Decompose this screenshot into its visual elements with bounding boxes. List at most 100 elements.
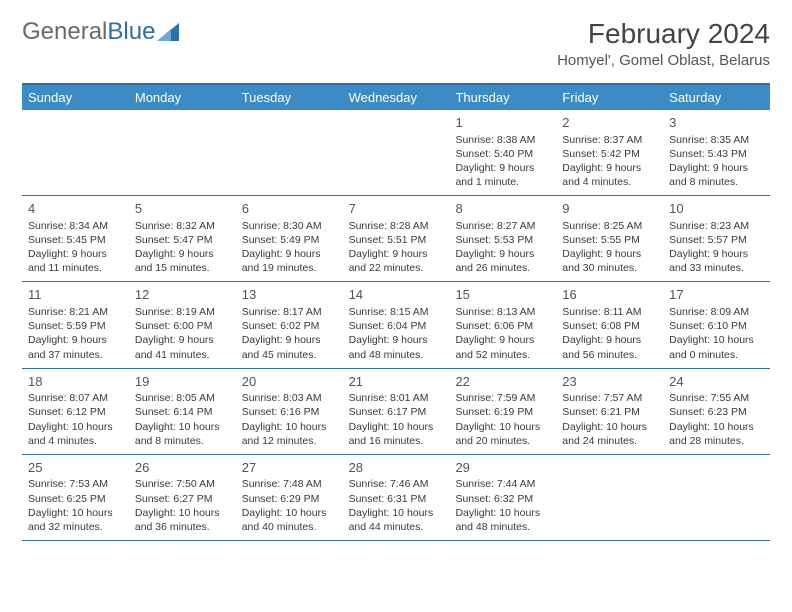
calendar-week: 25Sunrise: 7:53 AMSunset: 6:25 PMDayligh… [22, 455, 770, 541]
calendar-week: 4Sunrise: 8:34 AMSunset: 5:45 PMDaylight… [22, 196, 770, 282]
calendar-cell: 17Sunrise: 8:09 AMSunset: 6:10 PMDayligh… [663, 282, 770, 367]
calendar-cell [556, 455, 663, 540]
logo: GeneralBlue [22, 18, 179, 46]
calendar-cell: 9Sunrise: 8:25 AMSunset: 5:55 PMDaylight… [556, 196, 663, 281]
sunset-text: Sunset: 6:23 PM [669, 405, 764, 419]
day-number: 16 [562, 286, 657, 304]
day-number: 20 [242, 373, 337, 391]
sunrise-text: Sunrise: 7:57 AM [562, 391, 657, 405]
daylight-text: Daylight: 9 hours and 37 minutes. [28, 333, 123, 361]
day-of-week-header: Tuesday [236, 85, 343, 110]
calendar-cell [343, 110, 450, 195]
calendar-cell: 23Sunrise: 7:57 AMSunset: 6:21 PMDayligh… [556, 369, 663, 454]
day-number: 6 [242, 200, 337, 218]
sunrise-text: Sunrise: 8:01 AM [349, 391, 444, 405]
sunrise-text: Sunrise: 8:15 AM [349, 305, 444, 319]
sunset-text: Sunset: 6:31 PM [349, 492, 444, 506]
calendar-cell: 28Sunrise: 7:46 AMSunset: 6:31 PMDayligh… [343, 455, 450, 540]
sunrise-text: Sunrise: 8:27 AM [455, 219, 550, 233]
day-number: 12 [135, 286, 230, 304]
calendar-cell [236, 110, 343, 195]
calendar-cell: 16Sunrise: 8:11 AMSunset: 6:08 PMDayligh… [556, 282, 663, 367]
daylight-text: Daylight: 9 hours and 56 minutes. [562, 333, 657, 361]
sunrise-text: Sunrise: 8:05 AM [135, 391, 230, 405]
sunset-text: Sunset: 6:21 PM [562, 405, 657, 419]
sunrise-text: Sunrise: 7:53 AM [28, 477, 123, 491]
calendar-cell: 13Sunrise: 8:17 AMSunset: 6:02 PMDayligh… [236, 282, 343, 367]
day-number: 27 [242, 459, 337, 477]
daylight-text: Daylight: 9 hours and 26 minutes. [455, 247, 550, 275]
daylight-text: Daylight: 9 hours and 45 minutes. [242, 333, 337, 361]
calendar-cell: 29Sunrise: 7:44 AMSunset: 6:32 PMDayligh… [449, 455, 556, 540]
sunrise-text: Sunrise: 8:28 AM [349, 219, 444, 233]
day-of-week-header: Thursday [449, 85, 556, 110]
calendar-cell: 15Sunrise: 8:13 AMSunset: 6:06 PMDayligh… [449, 282, 556, 367]
sunset-text: Sunset: 5:42 PM [562, 147, 657, 161]
daylight-text: Daylight: 10 hours and 44 minutes. [349, 506, 444, 534]
calendar-cell: 6Sunrise: 8:30 AMSunset: 5:49 PMDaylight… [236, 196, 343, 281]
daylight-text: Daylight: 10 hours and 24 minutes. [562, 420, 657, 448]
day-of-week-header: Monday [129, 85, 236, 110]
day-number: 8 [455, 200, 550, 218]
day-number: 14 [349, 286, 444, 304]
sunset-text: Sunset: 5:43 PM [669, 147, 764, 161]
calendar-week: 18Sunrise: 8:07 AMSunset: 6:12 PMDayligh… [22, 369, 770, 455]
day-of-week-header: Friday [556, 85, 663, 110]
sunrise-text: Sunrise: 7:59 AM [455, 391, 550, 405]
sunrise-text: Sunrise: 7:50 AM [135, 477, 230, 491]
daylight-text: Daylight: 9 hours and 4 minutes. [562, 161, 657, 189]
sunrise-text: Sunrise: 7:48 AM [242, 477, 337, 491]
sunset-text: Sunset: 6:27 PM [135, 492, 230, 506]
logo-word1: General [22, 18, 107, 45]
daylight-text: Daylight: 9 hours and 41 minutes. [135, 333, 230, 361]
sunset-text: Sunset: 6:29 PM [242, 492, 337, 506]
day-number: 26 [135, 459, 230, 477]
day-number: 17 [669, 286, 764, 304]
month-title: February 2024 [557, 18, 770, 50]
sunset-text: Sunset: 5:40 PM [455, 147, 550, 161]
calendar-cell: 26Sunrise: 7:50 AMSunset: 6:27 PMDayligh… [129, 455, 236, 540]
daylight-text: Daylight: 9 hours and 33 minutes. [669, 247, 764, 275]
sunset-text: Sunset: 6:00 PM [135, 319, 230, 333]
daylight-text: Daylight: 9 hours and 22 minutes. [349, 247, 444, 275]
sunset-text: Sunset: 6:08 PM [562, 319, 657, 333]
sunrise-text: Sunrise: 8:13 AM [455, 305, 550, 319]
day-number: 19 [135, 373, 230, 391]
sunrise-text: Sunrise: 8:32 AM [135, 219, 230, 233]
calendar-cell: 5Sunrise: 8:32 AMSunset: 5:47 PMDaylight… [129, 196, 236, 281]
sunrise-text: Sunrise: 7:44 AM [455, 477, 550, 491]
sunset-text: Sunset: 5:47 PM [135, 233, 230, 247]
daylight-text: Daylight: 10 hours and 48 minutes. [455, 506, 550, 534]
sunset-text: Sunset: 6:16 PM [242, 405, 337, 419]
calendar-cell: 1Sunrise: 8:38 AMSunset: 5:40 PMDaylight… [449, 110, 556, 195]
sunrise-text: Sunrise: 8:38 AM [455, 133, 550, 147]
calendar-cell: 22Sunrise: 7:59 AMSunset: 6:19 PMDayligh… [449, 369, 556, 454]
day-number: 21 [349, 373, 444, 391]
day-number: 4 [28, 200, 123, 218]
calendar-cell: 25Sunrise: 7:53 AMSunset: 6:25 PMDayligh… [22, 455, 129, 540]
day-number: 29 [455, 459, 550, 477]
sunset-text: Sunset: 5:49 PM [242, 233, 337, 247]
sunset-text: Sunset: 6:02 PM [242, 319, 337, 333]
daylight-text: Daylight: 9 hours and 11 minutes. [28, 247, 123, 275]
daylight-text: Daylight: 10 hours and 28 minutes. [669, 420, 764, 448]
daylight-text: Daylight: 9 hours and 30 minutes. [562, 247, 657, 275]
sunset-text: Sunset: 6:06 PM [455, 319, 550, 333]
day-number: 23 [562, 373, 657, 391]
calendar-cell: 14Sunrise: 8:15 AMSunset: 6:04 PMDayligh… [343, 282, 450, 367]
daylight-text: Daylight: 10 hours and 32 minutes. [28, 506, 123, 534]
daylight-text: Daylight: 10 hours and 4 minutes. [28, 420, 123, 448]
day-number: 9 [562, 200, 657, 218]
sunrise-text: Sunrise: 8:17 AM [242, 305, 337, 319]
daylight-text: Daylight: 10 hours and 20 minutes. [455, 420, 550, 448]
sunrise-text: Sunrise: 8:09 AM [669, 305, 764, 319]
day-number: 24 [669, 373, 764, 391]
daylight-text: Daylight: 9 hours and 8 minutes. [669, 161, 764, 189]
title-block: February 2024 Homyel', Gomel Oblast, Bel… [557, 18, 770, 69]
calendar-cell [22, 110, 129, 195]
sunrise-text: Sunrise: 7:55 AM [669, 391, 764, 405]
day-number: 1 [455, 114, 550, 132]
calendar-cell: 8Sunrise: 8:27 AMSunset: 5:53 PMDaylight… [449, 196, 556, 281]
calendar-cell: 7Sunrise: 8:28 AMSunset: 5:51 PMDaylight… [343, 196, 450, 281]
sunset-text: Sunset: 6:32 PM [455, 492, 550, 506]
